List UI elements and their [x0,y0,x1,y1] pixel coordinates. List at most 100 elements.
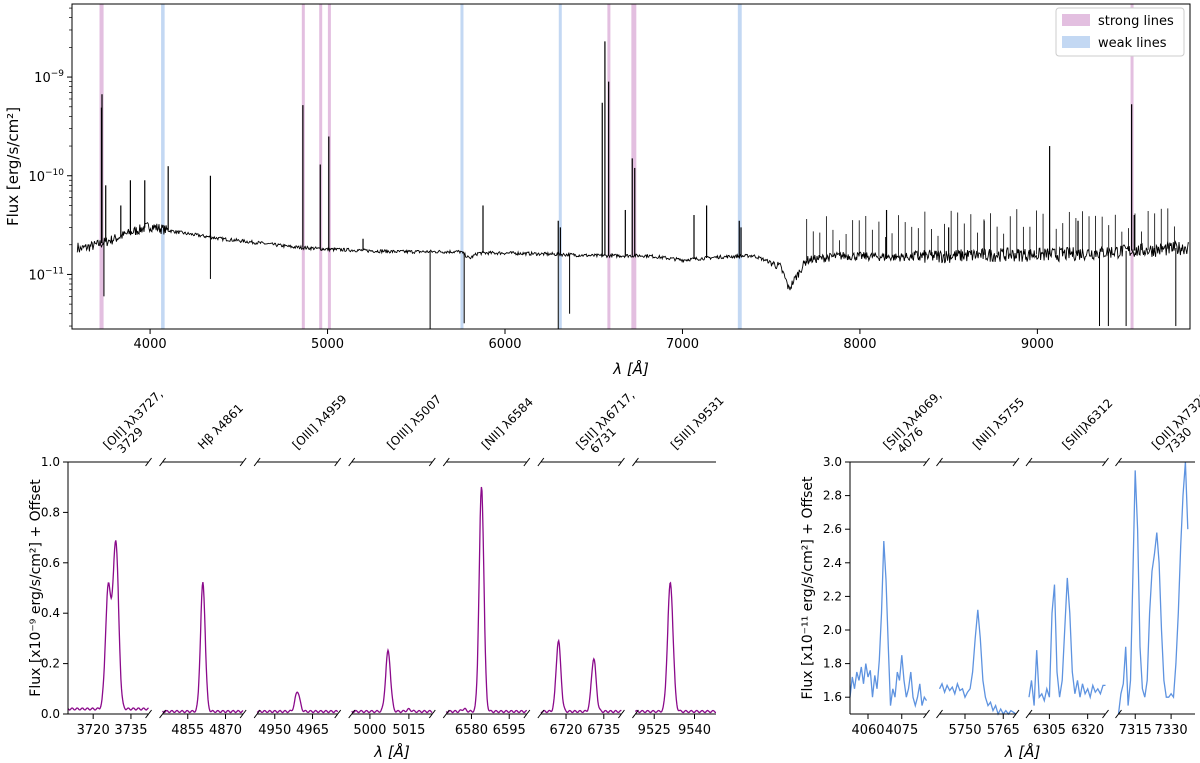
x-tick-label: 7000 [666,337,699,352]
panel-line-label: [NII] λ5755 [970,395,1027,452]
x-axis-label: λ [Å] [373,742,410,761]
line-profile [1028,577,1106,706]
y-axis-label: Flux [x10⁻⁹ erg/s/cm²] + Offset [28,479,44,697]
axis-break-mark [1115,709,1122,719]
axis-break-mark [936,457,943,467]
axis-break-mark [1115,457,1122,467]
axis-break-mark [523,709,531,719]
panel-line-label: [SIII]λ6312 [1059,396,1115,452]
y-tick-label: 0.4 [41,606,60,620]
strong-line-band [631,4,637,329]
axis-break-mark [618,457,625,467]
legend-swatch [1062,36,1090,48]
y-tick-label: 2.6 [823,522,842,536]
x-tick-label: 6595 [493,723,526,738]
axis-break-mark [145,457,152,467]
x-axis-label: λ [Å] [612,359,649,378]
panel-line-label: [NII] λ6584 [479,395,536,452]
line-profile [67,540,149,711]
legend: strong lines weak lines [1055,7,1185,57]
line-profile [1117,461,1189,715]
x-tick-label: 4000 [134,337,167,352]
axis-break-mark [537,709,545,719]
line-profile [938,609,1017,716]
x-tick-label: 9525 [638,723,671,738]
y-tick-label: 0.6 [41,556,60,570]
legend-label: weak lines [1098,36,1167,51]
axis-break-mark [1102,457,1109,467]
axis-break-mark [239,709,247,719]
x-tick-label: 7315 [1119,723,1152,738]
y-tick-label: 3.0 [823,455,842,469]
x-tick-label: 3735 [114,723,147,738]
x-tick-label: 9540 [678,723,711,738]
axis-break-mark [1102,709,1109,719]
axis-break-mark [159,457,166,467]
y-tick-label: 10−11 [28,266,64,283]
x-tick-label: 9000 [1021,337,1054,352]
strong-line-band [327,4,331,329]
line-profile [256,691,339,714]
x-tick-label: 4965 [296,723,329,738]
axis-break-mark [1012,457,1020,467]
weak-line-band [460,4,464,329]
legend-label: strong lines [1098,14,1174,29]
axis-break-mark [253,457,261,467]
spectrum-continuum [76,222,1190,291]
axis-break-mark [1025,457,1033,467]
x-tick-label: 5015 [392,723,425,738]
axis-break-mark [923,457,930,467]
y-axis-label: Flux [erg/s/cm²] [4,107,22,226]
line-profile [445,486,528,714]
axis-break-mark [442,709,450,719]
panel-line-label: Hβ λ4861 [195,401,246,452]
axis-break-mark [428,457,436,467]
y-tick-label: 2.8 [823,489,842,503]
axis-break-mark [159,709,166,719]
axis-break-mark [923,709,930,719]
axis-break-mark [936,709,943,719]
y-tick-label: 0.2 [41,657,60,671]
y-tick-label: 1.0 [41,455,60,469]
x-tick-label: 5000 [353,723,386,738]
y-tick-label: 0.8 [41,505,60,519]
panel-line-label: [OIII] λ4959 [290,392,350,452]
x-tick-label: 7330 [1155,723,1188,738]
panel-line-label: [OIII] λ5007 [384,392,444,452]
axis-break-mark [334,709,342,719]
x-tick-label: 5765 [987,723,1020,738]
axis-break-mark [145,709,152,719]
x-tick-label: 4950 [258,723,291,738]
axis-break-mark [428,709,436,719]
axis-break-mark [523,457,531,467]
weak-line-band [161,4,165,329]
legend-swatch [1062,14,1090,26]
x-tick-label: 5000 [311,337,344,352]
axis-break-mark [632,457,639,467]
x-tick-label: 6305 [1033,723,1066,738]
y-tick-label: 2.0 [823,623,842,637]
y-tick-label: 0.0 [41,707,60,721]
axis-break-mark [618,709,625,719]
panel-line-label: [SIII] λ9531 [668,393,727,452]
axis-break-mark [348,709,356,719]
y-tick-label: 10−10 [28,168,64,185]
axis-break-mark [334,457,342,467]
x-tick-label: 6735 [587,723,620,738]
top-spectrum-chart: 4000 5000 6000 7000 8000 9000 10−11 10−10 10−9 λ … [4,3,1191,378]
y-tick-label: 2.2 [823,589,842,603]
x-tick-label: 6000 [488,337,521,352]
axis-break-mark [1025,709,1033,719]
x-tick-label: 4075 [885,723,918,738]
x-tick-label: 4060 [851,723,884,738]
axis-break-mark [253,709,261,719]
weak-line-band [558,4,562,329]
x-tick-label: 3720 [77,723,110,738]
axis-break-mark [348,457,356,467]
x-tick-label: 4855 [171,723,204,738]
axis-break-mark [632,709,639,719]
weak-line-band [737,4,742,329]
